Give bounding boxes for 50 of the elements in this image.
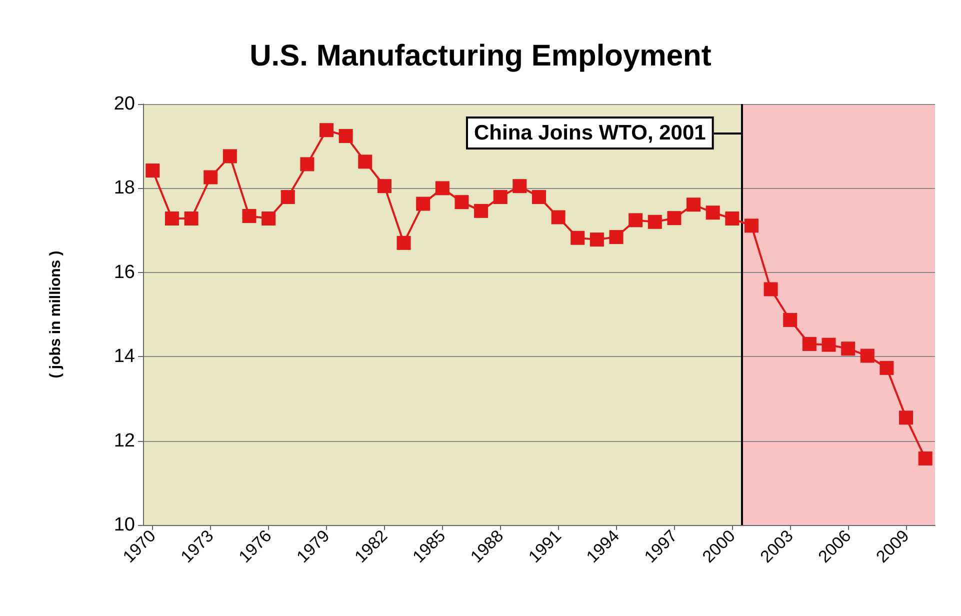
chart-title: U.S. Manufacturing Employment [250, 40, 712, 72]
y-axis-title: ( jobs in millions ) [47, 250, 64, 378]
point [396, 236, 411, 250]
y-tick-label: 20 [114, 94, 135, 114]
point [667, 211, 682, 226]
point [841, 342, 856, 356]
point [164, 212, 179, 226]
point [764, 282, 778, 296]
point [744, 218, 758, 233]
point [435, 181, 450, 196]
point [570, 230, 585, 245]
point [204, 170, 218, 184]
point [532, 190, 546, 204]
point [918, 451, 932, 466]
point [860, 348, 874, 363]
y-tick-label: 10 [114, 514, 135, 536]
point [358, 154, 372, 169]
point [725, 212, 740, 226]
point [783, 312, 798, 327]
point [454, 195, 469, 210]
point [686, 198, 701, 212]
point [242, 208, 256, 223]
point [338, 128, 353, 143]
point [706, 206, 720, 220]
point [648, 214, 662, 229]
point [512, 179, 527, 194]
point [222, 149, 237, 164]
point [590, 232, 604, 247]
point [146, 164, 160, 178]
point [184, 212, 198, 226]
point [551, 210, 566, 224]
annotation: China Joins WTO, 2001 [474, 121, 706, 144]
point [609, 230, 624, 244]
point [320, 123, 334, 138]
point [493, 190, 508, 204]
y-tick-label: 16 [114, 262, 135, 283]
point [300, 157, 314, 172]
point [416, 196, 430, 211]
point [628, 213, 643, 228]
y-tick-label: 12 [114, 430, 135, 452]
point [377, 179, 392, 194]
point [262, 212, 276, 226]
point [899, 410, 914, 425]
point [880, 360, 894, 375]
point [802, 336, 816, 351]
y-tick-label: 14 [114, 346, 136, 368]
point [280, 190, 295, 204]
point [474, 204, 488, 218]
point [822, 338, 836, 352]
y-tick-label: 18 [114, 178, 135, 199]
